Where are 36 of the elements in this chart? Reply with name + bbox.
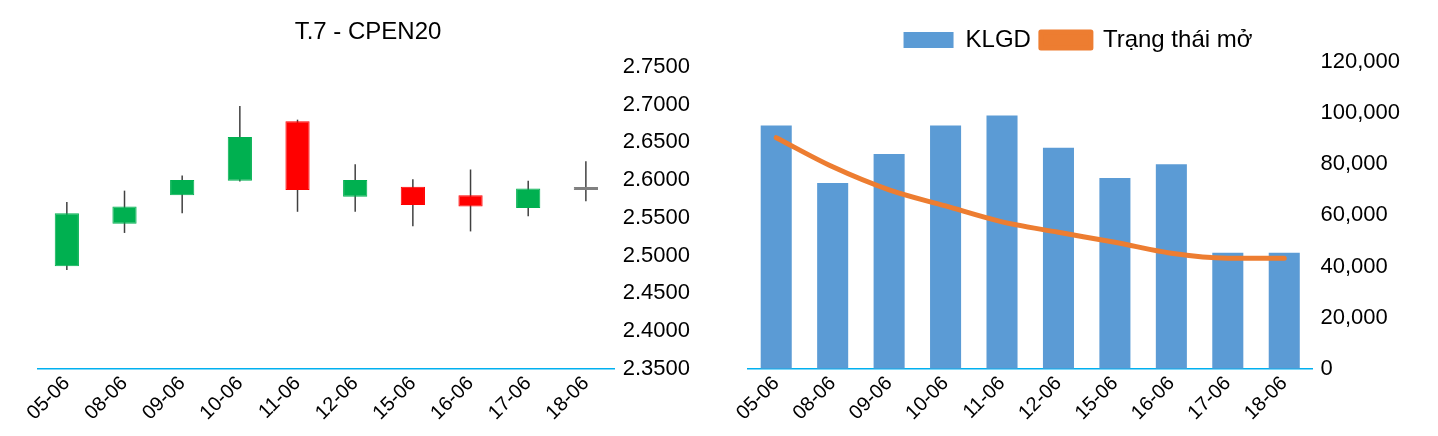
- bar: [1155, 164, 1187, 369]
- legend-label: KLGD: [965, 24, 1031, 52]
- candlestick: [170, 174, 195, 215]
- bar: [760, 125, 792, 369]
- bar: [1212, 252, 1244, 369]
- y-tick-label: 100,000: [1320, 99, 1401, 125]
- y-tick-label: 60,000: [1320, 201, 1388, 227]
- y-tick-label: 2.4000: [622, 317, 691, 343]
- y-tick-label: 2.6000: [622, 166, 691, 192]
- bar: [930, 125, 962, 369]
- candlestick: [458, 168, 483, 233]
- bar: [986, 115, 1018, 369]
- y-tick-label: 2.7500: [622, 52, 691, 78]
- legend-label: Trạng thái mở: [1102, 24, 1253, 52]
- candlestick: [516, 180, 541, 218]
- y-tick-label: 2.3500: [622, 354, 691, 380]
- y-tick-label: 120,000: [1320, 48, 1401, 74]
- y-tick-label: 80,000: [1320, 150, 1388, 176]
- y-tick-label: 2.5500: [622, 203, 691, 229]
- y-tick-label: 0: [1320, 354, 1333, 380]
- candlestick: [343, 163, 368, 213]
- candlestick: [573, 160, 598, 202]
- y-tick-label: 20,000: [1320, 303, 1388, 329]
- bar: [1042, 147, 1074, 369]
- candlestick: [400, 178, 425, 227]
- y-tick-label: 40,000: [1320, 252, 1388, 278]
- bar: [1099, 178, 1131, 369]
- chart-title: T.7 - CPEN20: [294, 17, 442, 45]
- bar: [817, 182, 849, 369]
- y-tick-label: 2.5000: [622, 241, 691, 267]
- y-tick-label: 2.7000: [622, 90, 691, 116]
- y-tick-label: 2.4500: [622, 279, 691, 305]
- bar: [1268, 252, 1300, 369]
- candlestick: [112, 189, 137, 234]
- y-tick-label: 2.6500: [622, 128, 691, 154]
- bar: [873, 154, 905, 369]
